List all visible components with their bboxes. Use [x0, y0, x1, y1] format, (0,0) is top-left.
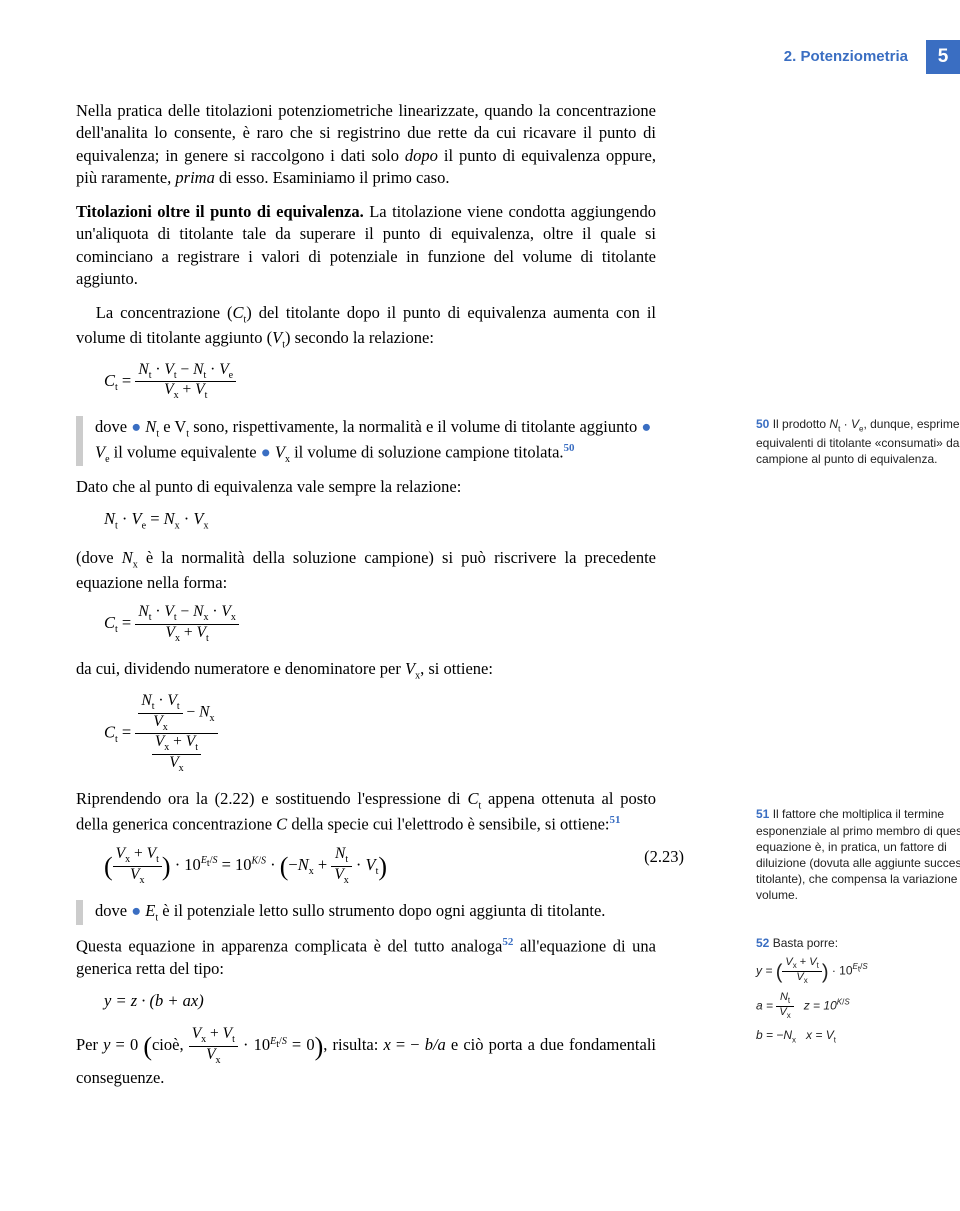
p9c: , risulta:	[323, 1035, 383, 1054]
note51-text: Il fattore che moltiplica il termine esp…	[756, 807, 960, 902]
p7c: della specie cui l'elettrodo è sensibile…	[287, 815, 609, 834]
p5-block: (dove Nx è la normalità della soluzione …	[76, 547, 656, 594]
footnote-ref-50: 50	[564, 442, 575, 454]
note52-num: 52	[756, 936, 769, 950]
section-heading: Titolazioni oltre il punto di equivalenz…	[76, 202, 364, 221]
d1-vx: V	[271, 442, 285, 461]
equation-ct-2: Ct = Nt · Vt − Nx · VxVx + Vt	[104, 604, 684, 644]
note51-num: 51	[756, 807, 769, 821]
d1-ve: V	[95, 442, 105, 461]
p3-block: La concentrazione (Ct) del titolante dop…	[76, 302, 656, 352]
p7-block: Riprendendo ora la (2.22) e sostituendo …	[76, 788, 656, 836]
p3a: La concentrazione (	[96, 303, 233, 322]
note52a: Basta porre:	[769, 936, 838, 950]
main-content: Nella pratica delle titolazioni potenzio…	[0, 100, 960, 1089]
definition-list-2: dove ● Et è il potenziale letto sullo st…	[76, 900, 656, 925]
p7-ct: C	[467, 789, 478, 808]
p7-c: C	[276, 815, 287, 834]
chapter-label: 2. Potenziometria	[784, 47, 908, 67]
note50-dot: ·	[840, 417, 851, 431]
p9d: = −	[391, 1035, 425, 1054]
d2-et: E	[141, 901, 155, 920]
equation-ct-1: Ct = Nt · Vt − Nt · VeVx + Vt	[104, 362, 684, 402]
d2b: è il potenziale letto sullo strumento do…	[158, 901, 605, 920]
p6b: , si ottiene:	[420, 659, 493, 678]
margin-note-51: 51 Il fattore che moltiplica il termine …	[756, 806, 960, 903]
p3-ct: C	[233, 303, 244, 322]
equation-2-23: (Vx + VtVx) · 10Et/S = 10K/S · (−Nx + Nt…	[104, 846, 684, 886]
p1-prima: prima	[175, 168, 214, 187]
n52-a: a =	[756, 999, 776, 1013]
p3c: ) secondo la relazione:	[285, 328, 434, 347]
dove1: dove	[95, 417, 131, 436]
p3-vt: V	[272, 328, 282, 347]
n52-z: z = 10	[804, 999, 837, 1013]
p2-block: Titolazioni oltre il punto di equivalenz…	[76, 201, 656, 290]
note50a: Il prodotto	[769, 417, 829, 431]
d1g: il volume di soluzione campione titolata…	[290, 442, 564, 461]
p9-x: x	[383, 1035, 390, 1054]
p5a: (dove	[76, 548, 122, 567]
margin-note-50: 50 Il prodotto Nt · Ve, dunque, esprime …	[756, 416, 960, 468]
intro-paragraph: Nella pratica delle titolazioni potenzio…	[76, 100, 656, 189]
p9b: = 0	[110, 1035, 143, 1054]
p4: Dato che al punto di equivalenza vale se…	[76, 476, 656, 498]
note50-ve: V	[851, 417, 859, 431]
p9-block: Per y = 0 (cioè, Vx + VtVx · 10Et/S = 0)…	[76, 1026, 656, 1088]
p7a: Riprendendo ora la (2.22) e sostituendo …	[76, 789, 467, 808]
footnote-ref-51: 51	[610, 814, 621, 826]
p8a: Questa equazione in apparenza complicata…	[76, 937, 502, 956]
n52-b: b = −N	[756, 1028, 792, 1042]
equation-ct-3: Ct = Nt · VtVx − Nx Vx + VtVx	[104, 693, 684, 774]
p9a: Per	[76, 1035, 103, 1054]
note50-num: 50	[756, 417, 769, 431]
note52-eq-az: a = NtVx z = 10K/S	[756, 992, 960, 1020]
n52-y: y =	[756, 963, 776, 977]
p6-block: da cui, dividendo numeratore e denominat…	[76, 658, 656, 683]
p8-block: Questa equazione in apparenza complicata…	[76, 935, 656, 980]
page: 2. Potenziometria 5 Nella pratica delle …	[0, 0, 960, 1139]
note50-nt: N	[829, 417, 838, 431]
equation-generic-line: y = z · (b + ax)	[104, 990, 684, 1012]
page-header: 2. Potenziometria 5	[0, 40, 960, 100]
note52-eq-y: y = (Vx + VtVx) · 10Et/S	[756, 957, 960, 986]
footnote-ref-52: 52	[502, 936, 513, 948]
d1c: sono, rispettivamente, la normalità e il…	[189, 417, 641, 436]
p5b: è la normalità della soluzione campione)…	[76, 548, 656, 592]
n52-x: x = V	[806, 1028, 834, 1042]
p5-nx: N	[122, 548, 133, 567]
dove2: dove	[95, 901, 131, 920]
p9-bba: b/a	[425, 1035, 446, 1054]
p9-cioe: cioè,	[152, 1035, 189, 1054]
definition-list-1: dove ● Nt e Vt sono, rispettivamente, la…	[76, 416, 656, 466]
p1-dopo: dopo	[405, 146, 438, 165]
p1c: di esso. Esaminiamo il primo caso.	[215, 168, 450, 187]
equation-tag-2-23: (2.23)	[644, 846, 684, 868]
page-number-box: 5	[926, 40, 960, 74]
equation-nv-nv: Nt · Ve = Nx · Vx	[104, 508, 684, 533]
p6a: da cui, dividendo numeratore e denominat…	[76, 659, 405, 678]
d1e: il volume equivalente	[110, 442, 261, 461]
d1-nt: N	[141, 417, 156, 436]
d1-e: e V	[159, 417, 186, 436]
margin-note-52: 52 Basta porre: y = (Vx + VtVx) · 10Et/S…	[756, 935, 960, 1046]
p6-vx: V	[405, 659, 415, 678]
note52-eq-bx: b = −Nx x = Vt	[756, 1027, 960, 1046]
